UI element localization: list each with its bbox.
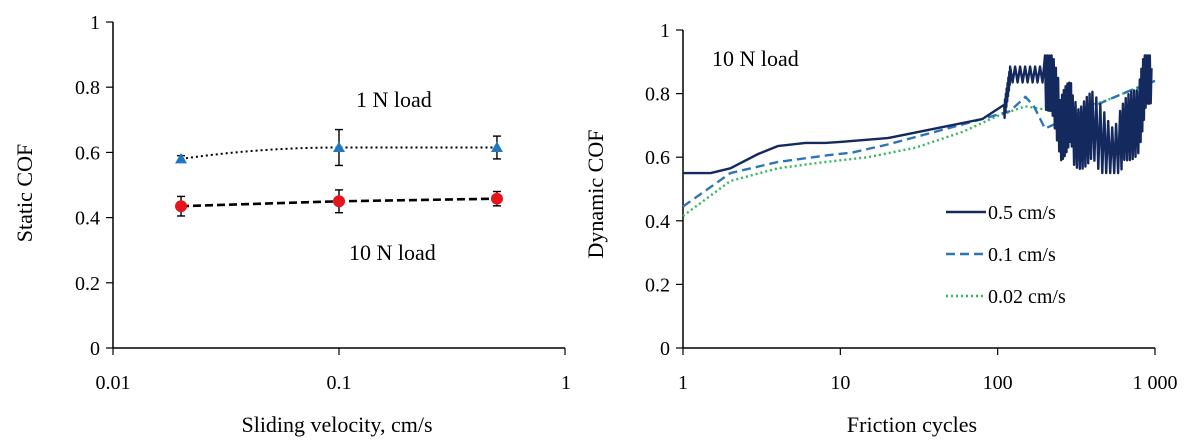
left-y-tick-label: 0	[90, 338, 100, 360]
right-x-axis-label: Friction cycles	[847, 412, 977, 437]
left-y-tick-label: 0.4	[75, 208, 100, 230]
point-10n	[491, 193, 503, 205]
legend-label-0-5-cm-s: 0.5 cm/s	[988, 202, 1056, 224]
point-10n	[333, 195, 345, 207]
left-y-tick-label: 0.8	[75, 77, 100, 99]
annotation-10n-load: 10 N load	[349, 240, 436, 265]
point-1n	[491, 142, 503, 153]
left-y-tick-label: 1	[90, 12, 100, 34]
right-y-tick-label: 0.6	[645, 147, 670, 169]
right-y-tick-label: 0.4	[645, 211, 670, 233]
static-cof-chart: 0 0.2 0.4 0.6 0.8 1 0.01 0.1 1 1 N load 10 N lo…	[12, 12, 571, 437]
right-y-tick-label: 0	[660, 338, 670, 360]
right-x-tick-label: 1	[678, 372, 688, 394]
right-y-tick-label: 0.8	[645, 84, 670, 106]
point-10n	[175, 200, 187, 212]
right-x-tick-label: 100	[983, 372, 1013, 394]
right-y-tick-label: 1	[660, 20, 670, 42]
annotation-10n-load-dynamic: 10 N load	[712, 46, 799, 71]
point-1n	[175, 153, 187, 164]
left-x-tick-label: 1	[561, 372, 571, 394]
legend: 0.5 cm/s 0.1 cm/s 0.02 cm/s	[946, 202, 1066, 308]
left-y-tick-label: 0.6	[75, 142, 100, 164]
right-y-tick-label: 0.2	[645, 274, 670, 296]
point-1n	[333, 142, 345, 153]
left-x-tick-label: 0.1	[327, 372, 352, 394]
left-y-tick-label: 0.2	[75, 273, 100, 295]
right-y-axis-label: Dynamic COF	[583, 130, 608, 259]
right-x-tick-label: 1 000	[1133, 372, 1178, 394]
right-x-tick-label: 10	[830, 372, 850, 394]
annotation-1n-load: 1 N load	[356, 87, 432, 112]
left-x-tick-label: 0.01	[96, 372, 131, 394]
left-y-axis-label: Static COF	[12, 144, 37, 242]
dynamic-cof-chart: 0 0.2 0.4 0.6 0.8 1 1 10 100 1 000 10 N load 0.5…	[583, 20, 1178, 437]
legend-label-0-1-cm-s: 0.1 cm/s	[988, 244, 1056, 266]
legend-label-0-02-cm-s: 0.02 cm/s	[988, 286, 1066, 308]
left-x-axis-label: Sliding velocity, cm/s	[241, 412, 432, 437]
series-line-0-5-cm-s	[683, 55, 1152, 173]
